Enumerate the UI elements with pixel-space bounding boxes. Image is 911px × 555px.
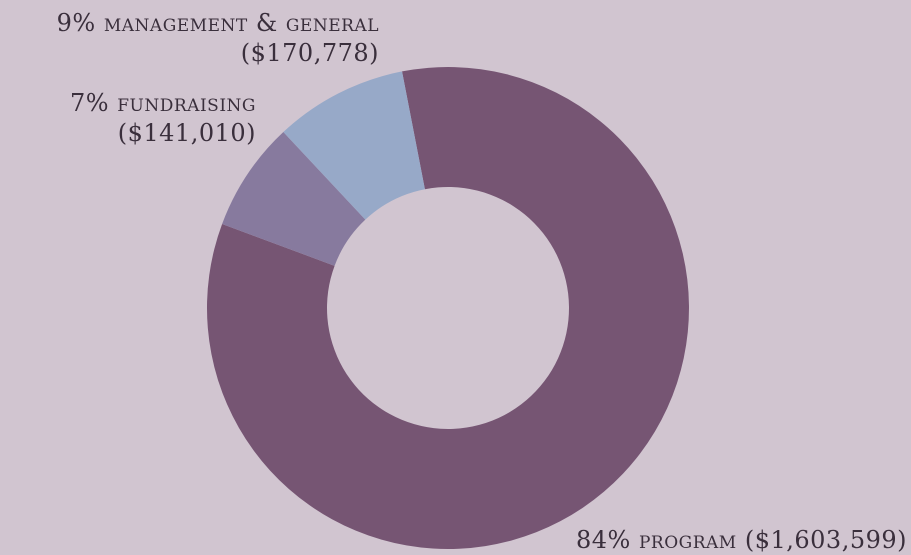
program-amount: ($1,603,599) [744,526,907,554]
donut-slice-fundraising [222,132,366,266]
donut-slice-program [206,67,689,550]
fundraising-name: fundraising [117,89,256,117]
management-general-label: 9% management & general ($170,778) [57,8,379,68]
management-general-pct: 9% [56,9,96,37]
program-pct: 84% [575,526,631,554]
management-general-amount: ($170,778) [240,39,379,67]
fundraising-pct: 7% [70,89,110,117]
fundraising-label: 7% fundraising ($141,010) [70,88,256,148]
fundraising-amount: ($141,010) [117,119,256,147]
program-name: program [638,526,737,554]
donut-slice-management [283,71,425,220]
management-general-name: management & general [103,9,379,37]
program-label: 84% program ($1,603,599) [576,525,907,555]
